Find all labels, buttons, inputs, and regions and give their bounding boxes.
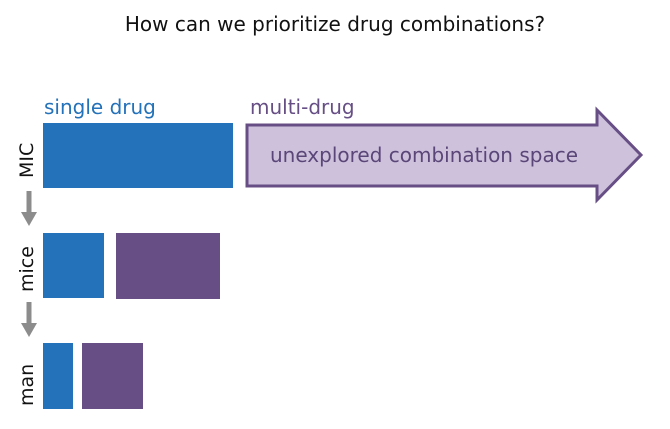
man-multi-drug-block [82, 343, 143, 409]
mic-to-mice-arrow-head [21, 212, 37, 226]
man-single-drug-block [43, 343, 73, 409]
mice-single-drug-block [43, 233, 104, 298]
combination-space-arrow [245, 106, 644, 204]
multi-drug-label: multi-drug [250, 95, 355, 119]
diagram-title: How can we prioritize drug combinations? [124, 12, 546, 36]
mice-to-man-arrow-head [21, 323, 37, 337]
mic-single-drug-block [43, 123, 233, 188]
row-connectors [21, 191, 37, 337]
combination-space-label: unexplored combination space [270, 143, 579, 167]
single-drug-label: single drug [44, 95, 156, 119]
mice-multi-drug-block [116, 233, 220, 299]
